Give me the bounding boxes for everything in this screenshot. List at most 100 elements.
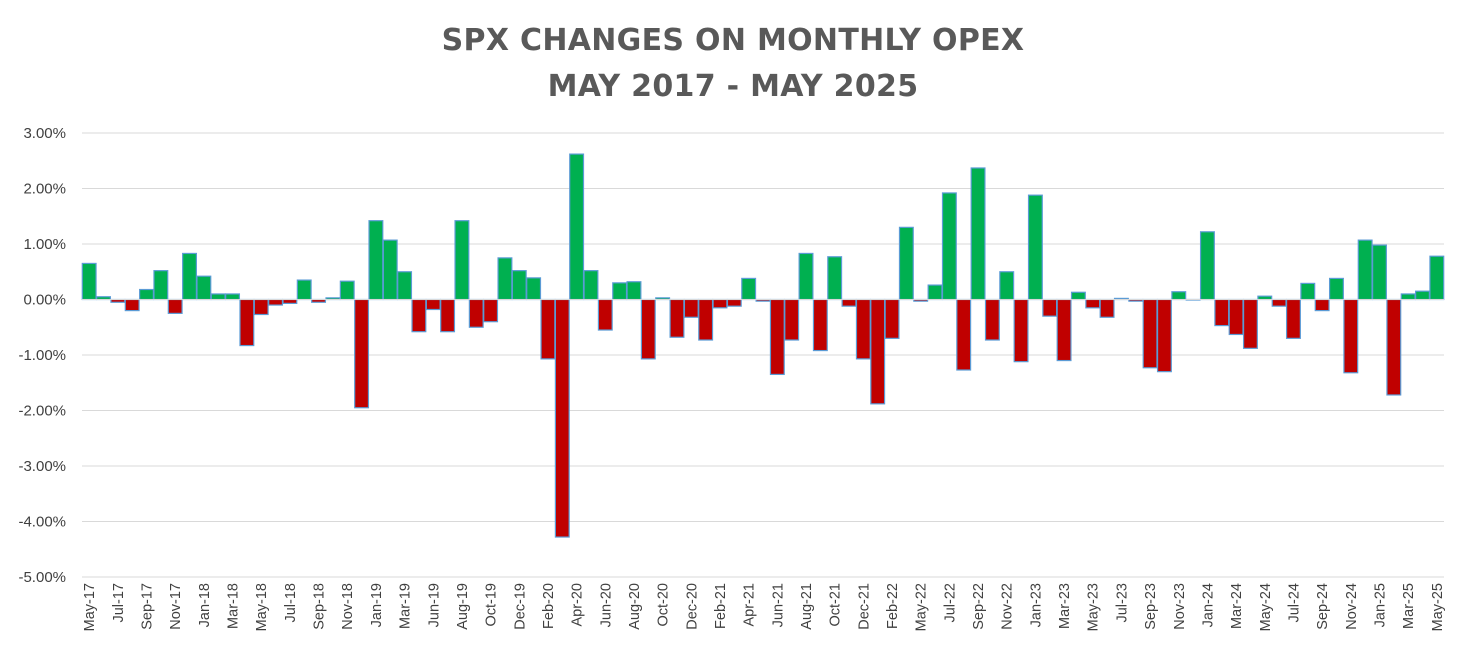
y-tick-label: -1.00% [18,347,66,364]
bar-Nov-24 [1343,298,1359,374]
gridlines [82,132,1444,578]
bar-Sep-17 [139,288,154,301]
x-tick-label: Sep-22 [971,583,987,630]
bar-Jul-24 [1285,298,1301,339]
x-tick-label: Mar-25 [1401,583,1417,629]
bar-Oct-17 [153,270,169,301]
x-tick-label: Jun-21 [770,583,786,627]
bar-Feb-18 [210,293,226,301]
x-tick-label: May-18 [254,583,270,631]
bar-Feb-19 [382,239,398,301]
x-tick-label: Dec-19 [512,583,528,630]
bar-Nov-17 [167,298,183,314]
bar-Nov-18 [339,280,355,301]
bar-Nov-23 [1171,291,1187,301]
bar-Jan-18 [196,275,212,301]
y-axis-tick-labels: 3.00% 2.00% 1.00% 0.00% -1.00% -2.00% -3.00% -4… [18,125,66,586]
x-tick-label: May-25 [1430,583,1446,631]
bar-Dec-17 [182,252,197,301]
bar-Oct-22 [984,298,1000,341]
bar-Dec-18 [354,298,370,409]
x-tick-label: Jul-18 [283,583,299,623]
bar-Feb-22 [884,298,900,339]
y-tick-label: -2.00% [18,403,66,420]
x-tick-label: Feb-22 [885,583,901,629]
bar-Jan-20 [526,277,542,301]
bar-Feb-23 [1042,298,1058,317]
bar-Sep-23 [1142,298,1158,369]
bar-Oct-19 [483,298,499,323]
y-tick-label: -3.00% [18,458,66,475]
bar-Mar-23 [1056,298,1072,362]
bar-Jun-19 [425,298,441,311]
bar-Aug-18 [296,279,312,301]
x-tick-label: Jan-24 [1200,583,1216,627]
bar-Apr-20 [569,153,585,301]
bar-Dec-22 [1013,298,1029,363]
bar-Jul-18 [282,298,298,304]
x-tick-label: Jan-19 [369,583,385,627]
bar-May-18 [253,298,269,316]
x-tick-label: Mar-24 [1229,583,1245,629]
x-tick-label: Sep-23 [1143,583,1159,630]
bar-Jan-23 [1027,194,1043,301]
y-tick-label: -4.00% [18,514,66,531]
x-tick-label: Apr-21 [742,583,758,627]
y-tick-label: -5.00% [18,569,66,586]
x-tick-label: Mar-19 [398,583,414,629]
x-tick-label: Mar-23 [1057,583,1073,629]
bar-Mar-21 [726,298,742,307]
x-tick-label: Oct-21 [828,583,844,627]
bar-Sep-22 [970,167,986,301]
x-tick-label: Mar-18 [226,583,242,629]
bar-Sep-20 [640,298,656,360]
bar-Nov-21 [841,298,857,307]
x-tick-label: Jul-24 [1286,583,1302,623]
x-tick-label: May-17 [82,583,98,631]
bar-Jan-25 [1371,244,1387,301]
bar-Aug-24 [1300,282,1316,301]
x-tick-label: Feb-21 [713,583,729,629]
bar-Apr-23 [1070,291,1086,301]
bar-Sep-24 [1314,298,1330,312]
bar-May-17 [81,262,97,301]
y-tick-label: 2.00% [23,181,66,198]
bar-Oct-21 [827,256,843,301]
bar-Jun-21 [769,298,785,376]
x-tick-label: May-23 [1086,583,1102,631]
x-tick-label: Sep-18 [312,583,328,630]
bar-Jul-21 [784,298,800,341]
bar-Nov-19 [497,257,513,301]
bar-Mar-22 [898,226,914,301]
bar-Apr-18 [239,298,255,347]
bar-Sep-21 [812,298,828,352]
x-tick-label: Jan-18 [197,583,213,627]
bar-Apr-24 [1242,298,1258,349]
x-tick-label: Apr-20 [570,583,586,627]
bar-Dec-24 [1357,239,1373,301]
bar-Aug-19 [454,220,470,301]
bar-Dec-21 [855,298,871,360]
x-tick-label: Jul-22 [942,583,958,623]
x-tick-label: Jul-23 [1114,583,1130,623]
x-tick-label: Feb-20 [541,583,557,629]
x-tick-label: Aug-20 [627,583,643,630]
chart-subtitle: MAY 2017 - MAY 2025 [547,69,919,104]
x-tick-label: Dec-20 [684,583,700,630]
x-tick-label: Jun-20 [598,583,614,627]
bar-Jan-24 [1199,231,1215,301]
bar-Mar-24 [1228,298,1244,336]
bar-Jun-24 [1271,298,1287,307]
x-tick-label: Aug-21 [799,583,815,630]
bar-Jun-23 [1099,298,1115,318]
x-tick-label: Sep-17 [140,583,156,630]
x-tick-label: Oct-20 [656,583,672,627]
chart-title-block: SPX CHANGES ON MONTHLY OPEX MAY 2017 - M… [0,18,1466,110]
x-tick-label: Aug-19 [455,583,471,630]
x-tick-label: Nov-23 [1172,583,1188,630]
bar-Apr-19 [411,298,427,333]
bar-Feb-20 [540,298,556,360]
bar-May-20 [583,270,599,301]
bar-Nov-20 [669,298,685,338]
bar-Mar-18 [225,293,241,301]
